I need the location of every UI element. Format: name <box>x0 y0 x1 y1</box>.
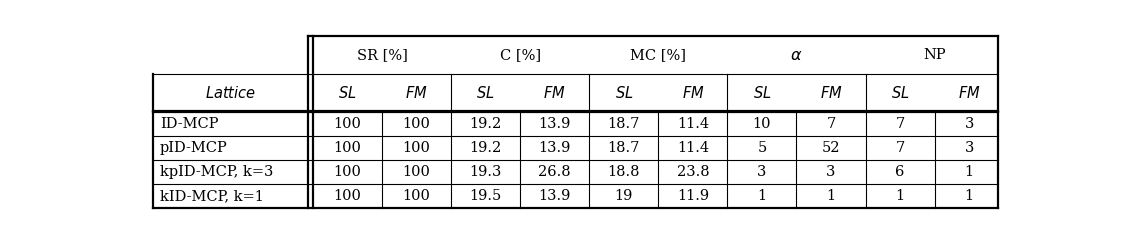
Text: $\it{SL}$: $\it{SL}$ <box>339 85 356 101</box>
Text: 13.9: 13.9 <box>538 141 571 155</box>
Text: 23.8: 23.8 <box>677 165 710 179</box>
Text: 1: 1 <box>758 189 767 203</box>
Text: NP: NP <box>924 48 946 62</box>
Text: 100: 100 <box>334 141 361 155</box>
Text: 7: 7 <box>896 117 905 131</box>
Text: $\it{SL}$: $\it{SL}$ <box>752 85 771 101</box>
Text: 5: 5 <box>758 141 767 155</box>
Text: C [%]: C [%] <box>500 48 540 62</box>
Text: ID-MCP: ID-MCP <box>160 117 219 131</box>
Text: $\it{SL}$: $\it{SL}$ <box>476 85 495 101</box>
Text: 100: 100 <box>402 117 430 131</box>
Text: SR [%]: SR [%] <box>356 48 408 62</box>
Text: 10: 10 <box>752 117 771 131</box>
Text: 19.2: 19.2 <box>470 117 502 131</box>
Text: 3: 3 <box>826 165 836 179</box>
Text: $\it{FM}$: $\it{FM}$ <box>544 85 566 101</box>
Text: 11.9: 11.9 <box>677 189 708 203</box>
Text: $\it{FM}$: $\it{FM}$ <box>957 85 981 101</box>
Text: 100: 100 <box>334 117 361 131</box>
Text: kID-MCP, k=1: kID-MCP, k=1 <box>160 189 263 203</box>
Text: 100: 100 <box>334 189 361 203</box>
Text: 1: 1 <box>896 189 905 203</box>
Text: kpID-MCP, k=3: kpID-MCP, k=3 <box>160 165 274 179</box>
Text: $\it{FM}$: $\it{FM}$ <box>406 85 428 101</box>
Text: 100: 100 <box>334 165 361 179</box>
Text: $\it{FM}$: $\it{FM}$ <box>819 85 842 101</box>
Text: 3: 3 <box>964 141 974 155</box>
Text: 1: 1 <box>964 165 974 179</box>
Text: 52: 52 <box>822 141 841 155</box>
Text: 19: 19 <box>614 189 633 203</box>
Text: 18.7: 18.7 <box>608 117 640 131</box>
Text: 11.4: 11.4 <box>677 141 708 155</box>
Text: 26.8: 26.8 <box>538 165 571 179</box>
Text: 19.2: 19.2 <box>470 141 502 155</box>
Text: 100: 100 <box>402 165 430 179</box>
Text: 100: 100 <box>402 141 430 155</box>
Text: $\it{SL}$: $\it{SL}$ <box>614 85 633 101</box>
Text: pID-MCP: pID-MCP <box>160 141 228 155</box>
Text: 18.7: 18.7 <box>608 141 640 155</box>
Text: 100: 100 <box>402 189 430 203</box>
Text: $\it{FM}$: $\it{FM}$ <box>682 85 704 101</box>
Text: 1: 1 <box>964 189 974 203</box>
Text: 1: 1 <box>826 189 835 203</box>
Text: $\alpha$: $\alpha$ <box>790 47 803 64</box>
Text: 3: 3 <box>758 165 767 179</box>
Text: MC [%]: MC [%] <box>630 48 686 62</box>
Text: 19.3: 19.3 <box>470 165 502 179</box>
Text: 7: 7 <box>896 141 905 155</box>
Text: 11.4: 11.4 <box>677 117 708 131</box>
Text: 13.9: 13.9 <box>538 189 571 203</box>
Text: $\it{SL}$: $\it{SL}$ <box>891 85 909 101</box>
Text: 3: 3 <box>964 117 974 131</box>
Text: 19.5: 19.5 <box>470 189 502 203</box>
Text: 6: 6 <box>896 165 905 179</box>
Text: 13.9: 13.9 <box>538 117 571 131</box>
Text: 7: 7 <box>826 117 835 131</box>
Text: $\it{Lattice}$: $\it{Lattice}$ <box>205 85 256 101</box>
Text: 18.8: 18.8 <box>608 165 640 179</box>
